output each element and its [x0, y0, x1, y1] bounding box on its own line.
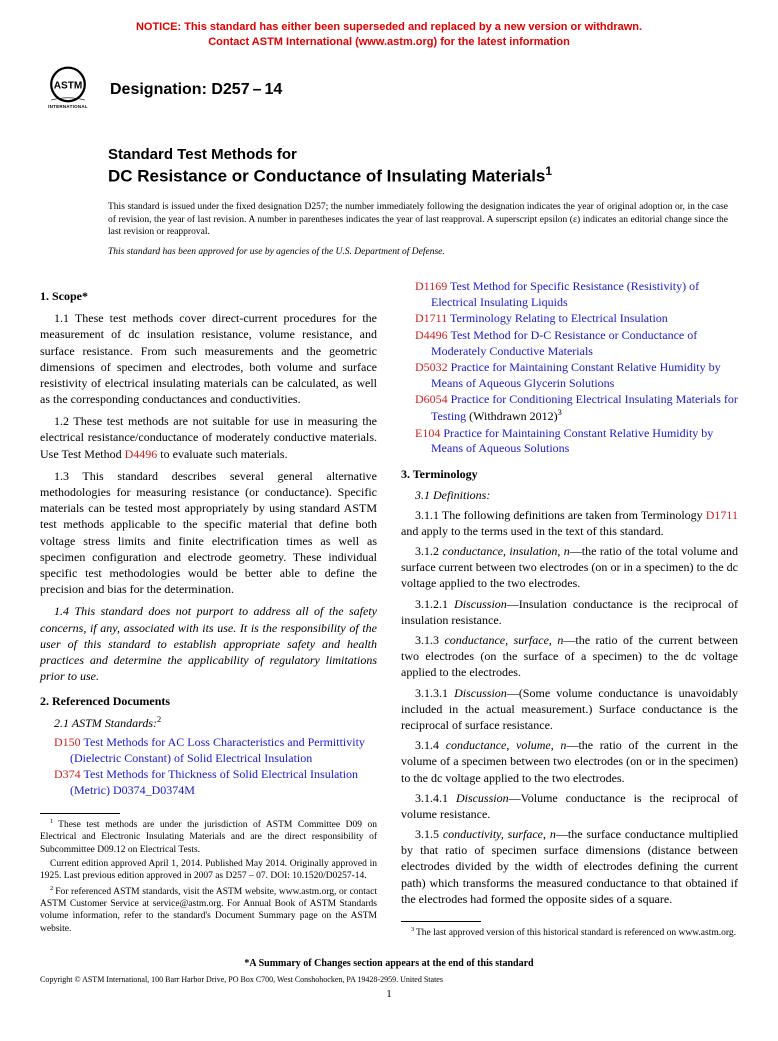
astm-logo-icon: ASTM INTERNATIONAL [40, 62, 96, 118]
scope-p2: 1.2 These test methods are not suitable … [40, 413, 377, 462]
title-main: DC Resistance or Conductance of Insulati… [108, 164, 738, 187]
def-3141: 3.1.4.1 Discussion—Volume conductance is… [401, 790, 738, 822]
link-d1711[interactable]: D1711 [706, 508, 738, 522]
def-315: 3.1.5 conductivity, surface, n—the surfa… [401, 826, 738, 907]
ref-code[interactable]: D5032 [415, 360, 448, 374]
def-3131: 3.1.3.1 Discussion—(Some volume conducta… [401, 685, 738, 734]
ref-title[interactable]: Test Methods for Thickness of Solid Elec… [70, 767, 358, 797]
ref-code[interactable]: D150 [54, 735, 81, 749]
ref-code[interactable]: E104 [415, 426, 440, 440]
def-3121: 3.1.2.1 Discussion—Insulation conductanc… [401, 596, 738, 628]
scope-head: 1. Scope* [40, 289, 377, 304]
ref-item: D6054 Practice for Conditioning Electric… [401, 392, 738, 424]
footnote-3: 3 The last approved version of this hist… [401, 926, 738, 940]
ref-code[interactable]: D4496 [415, 328, 448, 342]
footnote-2: 2 For referenced ASTM standards, visit t… [40, 885, 377, 936]
ref-item: D1169 Test Method for Specific Resistanc… [401, 279, 738, 310]
definitions-sub: 3.1 Definitions: [401, 488, 738, 503]
notice-line2: Contact ASTM International (www.astm.org… [208, 36, 570, 48]
header-row: ASTM INTERNATIONAL Designation: D257–14 [40, 62, 738, 118]
footnote-1b: Current edition approved April 1, 2014. … [40, 858, 377, 883]
ref-item: E104 Practice for Maintaining Constant R… [401, 426, 738, 457]
svg-text:INTERNATIONAL: INTERNATIONAL [48, 104, 88, 109]
copyright: Copyright © ASTM International, 100 Barr… [40, 975, 738, 984]
content-columns: 1. Scope* 1.1 These test methods cover d… [40, 279, 738, 941]
def-311: 3.1.1 The following definitions are take… [401, 507, 738, 539]
ref-title[interactable]: Test Method for D-C Resistance or Conduc… [431, 328, 697, 358]
scope-p3: 1.3 This standard describes several gene… [40, 468, 377, 598]
designation-year: 14 [265, 81, 283, 98]
ref-code[interactable]: D1169 [415, 279, 447, 293]
def-313: 3.1.3 conductance, surface, n—the ratio … [401, 632, 738, 681]
ref-item: D374 Test Methods for Thickness of Solid… [40, 767, 377, 798]
ref-item: D150 Test Methods for AC Loss Characteri… [40, 735, 377, 766]
ref-item: D5032 Practice for Maintaining Constant … [401, 360, 738, 391]
def-314: 3.1.4 conductance, volume, n—the ratio o… [401, 737, 738, 786]
dod-note: This standard has been approved for use … [108, 247, 738, 257]
ref-code[interactable]: D1711 [415, 311, 447, 325]
title-prefix: Standard Test Methods for [108, 146, 738, 164]
def-312: 3.1.2 conductance, insulation, n—the rat… [401, 543, 738, 592]
ref-title[interactable]: Practice for Maintaining Constant Relati… [431, 426, 713, 456]
ref-title[interactable]: Terminology Relating to Electrical Insul… [450, 311, 668, 325]
ref-title[interactable]: Practice for Maintaining Constant Relati… [431, 360, 721, 390]
terminology-head: 3. Terminology [401, 467, 738, 482]
title-block: Standard Test Methods for DC Resistance … [108, 146, 738, 187]
scope-p1: 1.1 These test methods cover direct-curr… [40, 310, 377, 407]
ref-code[interactable]: D6054 [415, 392, 448, 406]
ref-title[interactable]: Test Method for Specific Resistance (Res… [431, 279, 699, 309]
page-number: 1 [40, 988, 738, 1000]
right-column: D1169 Test Method for Specific Resistanc… [401, 279, 738, 941]
refs-sub: 2.1 ASTM Standards:2 [40, 715, 377, 731]
link-d4496[interactable]: D4496 [125, 447, 158, 461]
ref-item: D4496 Test Method for D-C Resistance or … [401, 328, 738, 359]
designation: Designation: D257–14 [110, 81, 282, 99]
scope-p4: 1.4 This standard does not purport to ad… [40, 603, 377, 684]
footnote-separator [40, 813, 120, 814]
notice-line1: NOTICE: This standard has either been su… [136, 21, 642, 33]
footnote-1: 1 These test methods are under the juris… [40, 818, 377, 856]
left-column: 1. Scope* 1.1 These test methods cover d… [40, 279, 377, 941]
issue-note: This standard is issued under the fixed … [108, 201, 728, 239]
designation-label: Designation: D257 [110, 81, 250, 98]
svg-text:ASTM: ASTM [54, 80, 83, 91]
notice-banner: NOTICE: This standard has either been su… [40, 20, 738, 50]
summary-line: *A Summary of Changes section appears at… [40, 958, 738, 969]
ref-code[interactable]: D374 [54, 767, 81, 781]
refs-head: 2. Referenced Documents [40, 694, 377, 709]
ref-title[interactable]: Test Methods for AC Loss Characteristics… [70, 735, 365, 765]
ref-item: D1711 Terminology Relating to Electrical… [401, 311, 738, 327]
footnote-separator-right [401, 921, 481, 922]
